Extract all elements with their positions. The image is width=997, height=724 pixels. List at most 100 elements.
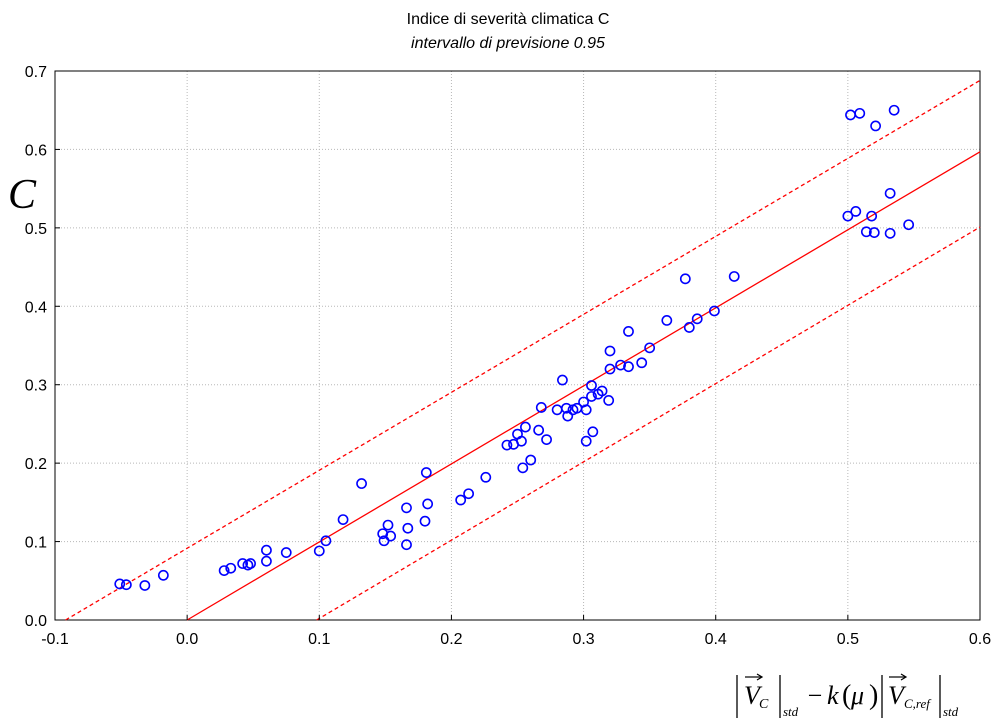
grid xyxy=(55,71,980,620)
xlabel-v2-sub: C,ref xyxy=(904,696,932,711)
data-point xyxy=(870,120,882,132)
data-point xyxy=(455,494,467,506)
y-tick-label: 0.7 xyxy=(25,64,47,81)
x-tick-label: 0.5 xyxy=(837,631,859,648)
data-point xyxy=(501,439,513,451)
chart-title: Indice di severità climatica C xyxy=(407,11,610,28)
x-tick-label: 0.0 xyxy=(176,631,198,648)
x-tick-label: 0.1 xyxy=(308,631,330,648)
xlabel-v1: V xyxy=(744,681,763,710)
chart-title-main: Indice di severità climatica C xyxy=(407,11,610,28)
data-point xyxy=(237,558,249,569)
data-point xyxy=(337,514,349,526)
xlabel-k: k xyxy=(827,681,839,710)
data-point xyxy=(868,227,880,238)
y-tick-label: 0.2 xyxy=(25,456,47,473)
data-point xyxy=(261,555,272,567)
data-point xyxy=(516,435,527,447)
data-point xyxy=(261,544,272,556)
data-point xyxy=(541,434,552,446)
y-tick-label: 0.4 xyxy=(25,299,47,316)
data-point xyxy=(644,342,656,354)
data-point xyxy=(866,210,878,222)
data-point xyxy=(884,187,896,199)
data-point xyxy=(382,519,394,531)
xlabel-v1-sub: C xyxy=(759,697,769,712)
data-point xyxy=(401,502,412,514)
y-tick-label: 0.1 xyxy=(25,535,47,552)
data-point xyxy=(385,530,397,542)
axis-ticks: -0.1 0.0 0.1 0.2 0.3 0.4 0.5 0.60.00.10.20.30.4… xyxy=(25,64,991,648)
x-tick-label: 0.2 xyxy=(440,631,462,648)
data-point xyxy=(604,345,616,357)
data-point xyxy=(860,226,872,238)
xlabel-v2: V xyxy=(888,681,907,710)
data-points xyxy=(114,104,915,591)
xlabel-mu: μ xyxy=(850,681,864,710)
data-point xyxy=(356,478,367,489)
data-point xyxy=(586,380,597,391)
xlabel-paren-open: ( xyxy=(842,680,851,711)
data-point xyxy=(842,210,854,222)
data-point xyxy=(557,374,568,386)
data-point xyxy=(533,424,545,436)
data-point xyxy=(551,404,563,416)
y-tick-label: 0.6 xyxy=(25,142,47,159)
xlabel-paren-close: ) xyxy=(869,680,878,711)
x-tick-label: 0.6 xyxy=(969,631,991,648)
plot-frame xyxy=(54,70,981,621)
data-point xyxy=(728,271,740,282)
data-point xyxy=(242,559,254,571)
data-point xyxy=(623,361,634,373)
data-point xyxy=(854,107,866,119)
fit-lines xyxy=(65,79,981,621)
data-point xyxy=(218,565,230,576)
y-tick-label: 0.3 xyxy=(25,378,47,395)
data-point xyxy=(903,219,915,231)
data-point xyxy=(683,322,695,333)
x-tick-label: -0.1 xyxy=(41,631,69,648)
data-point xyxy=(525,454,537,466)
data-point xyxy=(661,315,673,326)
data-point xyxy=(535,402,547,413)
data-point xyxy=(280,547,292,558)
data-point xyxy=(114,578,126,590)
data-point xyxy=(679,273,691,285)
data-point xyxy=(850,205,862,217)
data-point xyxy=(245,558,256,569)
xlabel-minus: − xyxy=(806,681,824,710)
data-point xyxy=(580,435,592,447)
xlabel-std1: std xyxy=(783,704,799,719)
data-point xyxy=(422,498,434,510)
data-point xyxy=(313,545,325,557)
prediction-upper-line xyxy=(65,79,981,621)
data-point xyxy=(604,363,616,375)
data-point xyxy=(691,313,703,325)
data-point xyxy=(139,580,151,591)
data-point xyxy=(580,404,592,416)
chart-subtitle: intervallo di previsione 0.95 xyxy=(411,35,605,52)
data-point xyxy=(603,394,615,406)
data-point xyxy=(480,471,492,483)
regression-line xyxy=(186,151,981,621)
y-tick-label: 0.0 xyxy=(25,613,47,630)
data-point xyxy=(587,426,599,438)
data-point xyxy=(562,410,574,422)
data-point xyxy=(708,305,720,317)
data-point xyxy=(401,539,412,551)
data-point xyxy=(463,488,475,500)
prediction-lower-line xyxy=(316,226,981,621)
xlabel-std2: std xyxy=(943,704,959,719)
data-point xyxy=(888,104,900,116)
data-point xyxy=(320,535,332,547)
data-point xyxy=(520,421,531,433)
data-point xyxy=(586,391,597,402)
data-point xyxy=(845,109,856,121)
data-point xyxy=(420,467,432,478)
x-tick-label: 0.3 xyxy=(572,631,594,648)
data-point xyxy=(615,359,626,371)
data-point xyxy=(623,325,634,337)
data-point xyxy=(402,522,414,534)
data-point xyxy=(157,569,169,581)
